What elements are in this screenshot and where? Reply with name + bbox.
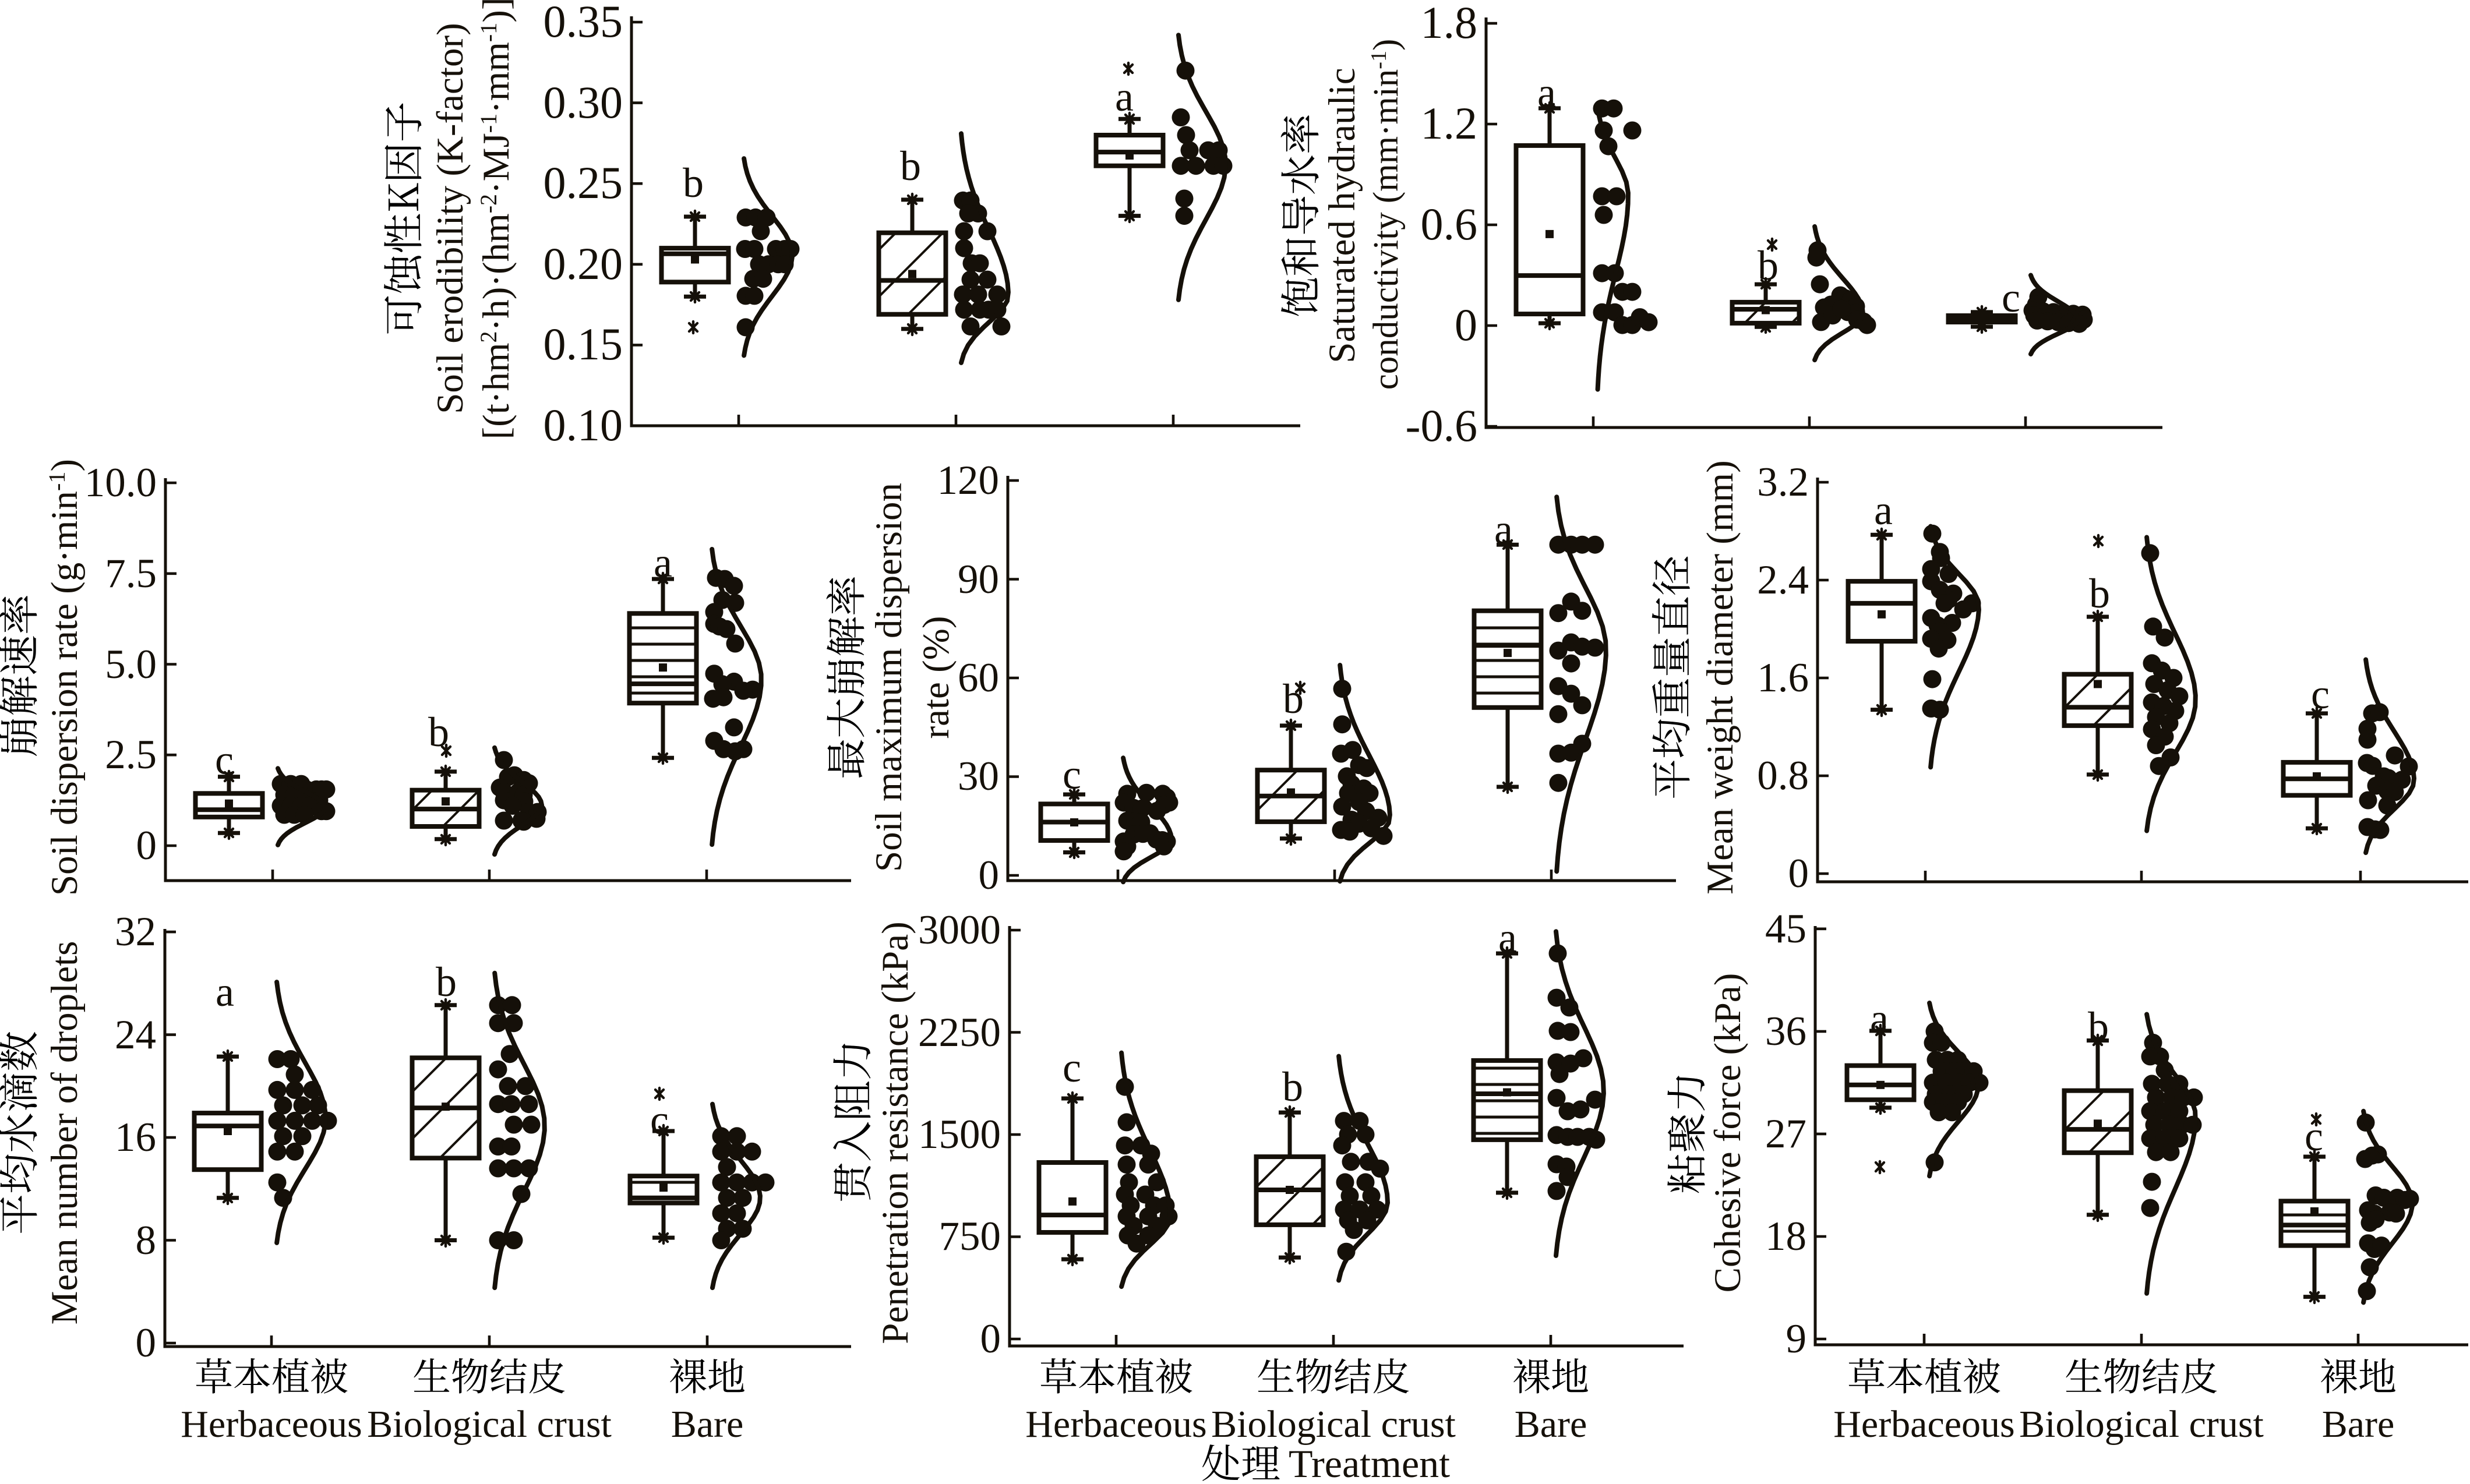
svg-text:0: 0 [136, 1320, 157, 1366]
svg-text:0.10: 0.10 [544, 400, 623, 450]
svg-text:0.30: 0.30 [544, 77, 623, 128]
svg-text:36: 36 [1765, 1009, 1806, 1054]
svg-text:27: 27 [1765, 1111, 1806, 1157]
svg-text:c: c [1063, 1044, 1081, 1091]
svg-text:10.0: 10.0 [84, 460, 157, 506]
svg-text:c: c [650, 1097, 669, 1143]
svg-text:c: c [215, 737, 234, 783]
svg-text:a: a [1870, 995, 1889, 1042]
svg-text:2.5: 2.5 [105, 732, 157, 778]
svg-text:0.35: 0.35 [544, 0, 623, 47]
svg-text:1500: 1500 [918, 1112, 1001, 1157]
svg-text:c: c [2002, 274, 2020, 321]
svg-text:750: 750 [939, 1214, 1001, 1259]
svg-text:b: b [2088, 1004, 2109, 1050]
svg-text:120: 120 [937, 458, 1000, 503]
svg-text:60: 60 [958, 655, 999, 701]
svg-text:b: b [683, 160, 704, 206]
svg-text:0.15: 0.15 [544, 319, 623, 369]
svg-text:90: 90 [958, 557, 999, 602]
svg-text:Soil dispersion rate (g·min-1): Soil dispersion rate (g·min-1) [44, 459, 86, 896]
svg-text:b: b [428, 709, 449, 755]
svg-text:1.8: 1.8 [1421, 0, 1478, 48]
svg-text:Bare: Bare [1515, 1403, 1587, 1446]
svg-text:0: 0 [1788, 851, 1809, 896]
svg-text:32: 32 [115, 909, 156, 955]
svg-text:0: 0 [1455, 299, 1477, 350]
svg-text:7.5: 7.5 [105, 551, 157, 596]
svg-text:conductivity (mm·min-1): conductivity (mm·min-1) [1367, 39, 1406, 390]
svg-text:3000: 3000 [918, 907, 1001, 953]
svg-text:8: 8 [136, 1218, 157, 1263]
svg-text:c: c [2311, 671, 2330, 718]
svg-text:0.20: 0.20 [544, 238, 623, 289]
svg-text:Herbaceous: Herbaceous [1833, 1403, 2015, 1446]
svg-text:a: a [1874, 487, 1893, 533]
svg-text:Soil erodibility (K-factor): Soil erodibility (K-factor) [429, 23, 471, 414]
svg-text:0.25: 0.25 [544, 157, 623, 208]
svg-text:2.4: 2.4 [1757, 557, 1809, 603]
svg-text:0.8: 0.8 [1757, 753, 1809, 798]
svg-text:Mean number of droplets: Mean number of droplets [44, 941, 86, 1325]
svg-text:1.6: 1.6 [1757, 655, 1809, 701]
svg-text:b: b [900, 143, 921, 189]
svg-text:a: a [1494, 506, 1513, 553]
svg-text:Treatment: Treatment [1289, 1441, 1450, 1484]
svg-text:30: 30 [958, 754, 999, 799]
svg-text:18: 18 [1765, 1214, 1806, 1259]
svg-text:16: 16 [115, 1115, 156, 1160]
svg-text:1.2: 1.2 [1421, 98, 1478, 149]
svg-text:2250: 2250 [918, 1010, 1001, 1055]
svg-text:Bare: Bare [671, 1403, 744, 1446]
svg-text:Bare: Bare [2322, 1403, 2395, 1446]
svg-text:b: b [436, 959, 457, 1005]
svg-text:Herbaceous: Herbaceous [1025, 1403, 1207, 1446]
svg-text:a: a [654, 539, 672, 586]
svg-text:a: a [1537, 69, 1556, 116]
svg-text:9: 9 [1786, 1316, 1807, 1362]
svg-text:0: 0 [136, 823, 157, 868]
svg-text:0: 0 [980, 1316, 1001, 1362]
svg-text:Herbaceous: Herbaceous [181, 1403, 362, 1446]
svg-text:rate (%): rate (%) [915, 616, 957, 739]
svg-text:Biological crust: Biological crust [367, 1403, 612, 1446]
svg-text:a: a [1115, 73, 1134, 120]
svg-text:3.2: 3.2 [1757, 460, 1809, 505]
svg-text:b: b [2089, 570, 2110, 617]
svg-text:-0.6: -0.6 [1406, 400, 1477, 451]
svg-text:b: b [1758, 242, 1779, 289]
svg-text:Mean weight diameter (mm): Mean weight diameter (mm) [1699, 460, 1741, 894]
svg-text:a: a [216, 969, 234, 1015]
svg-text:Biological crust: Biological crust [1211, 1403, 1456, 1446]
svg-text:45: 45 [1765, 906, 1806, 952]
svg-text:0: 0 [979, 853, 1000, 898]
svg-text:Soil maximum dispersion: Soil maximum dispersion [868, 483, 910, 872]
svg-text:Penetration resistance (kPa): Penetration resistance (kPa) [874, 921, 916, 1344]
svg-text:Biological crust: Biological crust [2019, 1403, 2264, 1446]
svg-text:b: b [1282, 1063, 1303, 1110]
svg-text:Saturated hydraulic: Saturated hydraulic [1321, 68, 1363, 363]
svg-text:Cohesive force (kPa): Cohesive force (kPa) [1707, 973, 1749, 1293]
svg-text:0.6: 0.6 [1421, 199, 1478, 249]
svg-text:5.0: 5.0 [105, 642, 157, 687]
svg-text:[(t·hm2·h)·(hm-2·MJ-1·mm-1)]: [(t·hm2·h)·(hm-2·MJ-1·mm-1)] [475, 0, 517, 440]
svg-text:a: a [1498, 914, 1517, 961]
svg-text:c: c [1063, 751, 1081, 798]
svg-text:24: 24 [115, 1012, 156, 1058]
